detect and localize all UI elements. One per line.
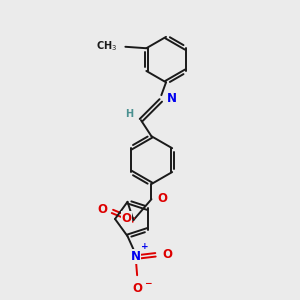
Text: O: O	[122, 212, 131, 225]
Text: H: H	[125, 109, 133, 119]
Text: N: N	[131, 250, 141, 263]
Text: O: O	[97, 202, 107, 216]
Text: N: N	[167, 92, 177, 105]
Text: O: O	[158, 192, 168, 205]
Text: O: O	[133, 282, 143, 295]
Text: +: +	[141, 242, 148, 251]
Text: O: O	[162, 248, 172, 261]
Text: CH$_3$: CH$_3$	[96, 39, 117, 53]
Text: −: −	[144, 280, 152, 289]
